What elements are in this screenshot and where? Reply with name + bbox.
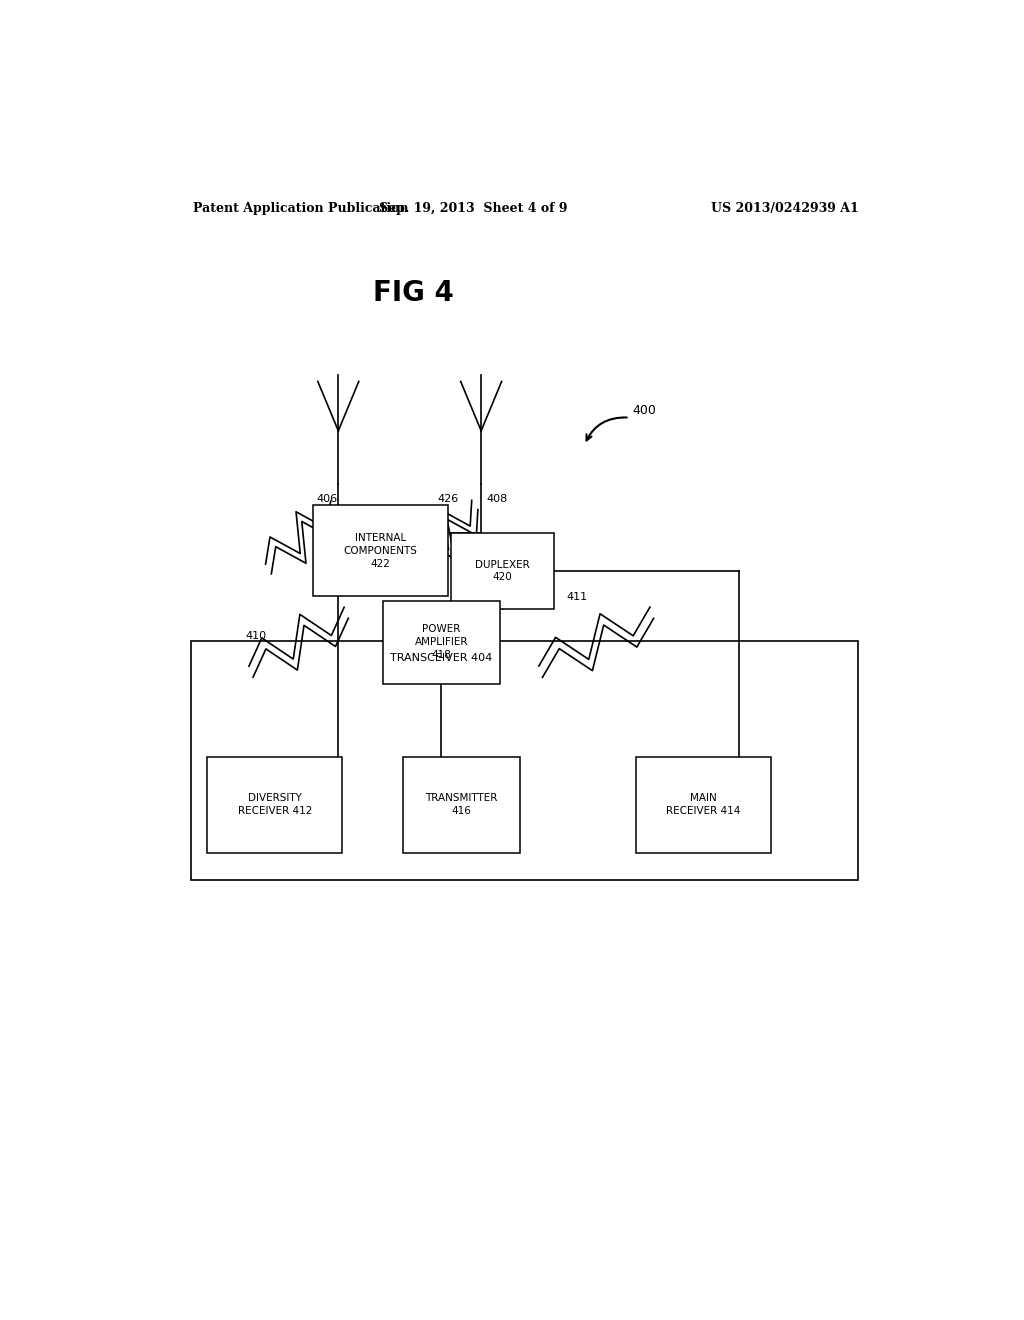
Text: TRANSMITTER
416: TRANSMITTER 416 <box>425 793 498 816</box>
Text: POWER
AMPLIFIER
418: POWER AMPLIFIER 418 <box>415 624 468 660</box>
Bar <box>383 601 500 684</box>
Text: 410: 410 <box>246 631 266 642</box>
Bar <box>636 756 771 853</box>
Text: TRANSCEIVER 404: TRANSCEIVER 404 <box>390 653 493 664</box>
Bar <box>451 533 554 609</box>
Text: 424: 424 <box>316 507 338 517</box>
Text: 408: 408 <box>486 494 508 504</box>
Text: 406: 406 <box>316 494 337 504</box>
Text: US 2013/0242939 A1: US 2013/0242939 A1 <box>712 202 859 215</box>
Text: Sep. 19, 2013  Sheet 4 of 9: Sep. 19, 2013 Sheet 4 of 9 <box>379 202 567 215</box>
Text: DUPLEXER
420: DUPLEXER 420 <box>475 560 530 582</box>
Bar <box>191 642 858 880</box>
Text: Patent Application Publication: Patent Application Publication <box>194 202 409 215</box>
Bar <box>207 756 342 853</box>
Text: MAIN
RECEIVER 414: MAIN RECEIVER 414 <box>667 793 740 816</box>
Text: 400: 400 <box>632 404 655 417</box>
Text: 426: 426 <box>437 494 459 504</box>
Bar <box>402 756 520 853</box>
Text: INTERNAL
COMPONENTS
422: INTERNAL COMPONENTS 422 <box>343 533 418 569</box>
Text: FIG 4: FIG 4 <box>374 279 454 306</box>
Bar <box>313 506 447 597</box>
Text: DIVERSITY
RECEIVER 412: DIVERSITY RECEIVER 412 <box>238 793 312 816</box>
Text: 411: 411 <box>566 593 587 602</box>
